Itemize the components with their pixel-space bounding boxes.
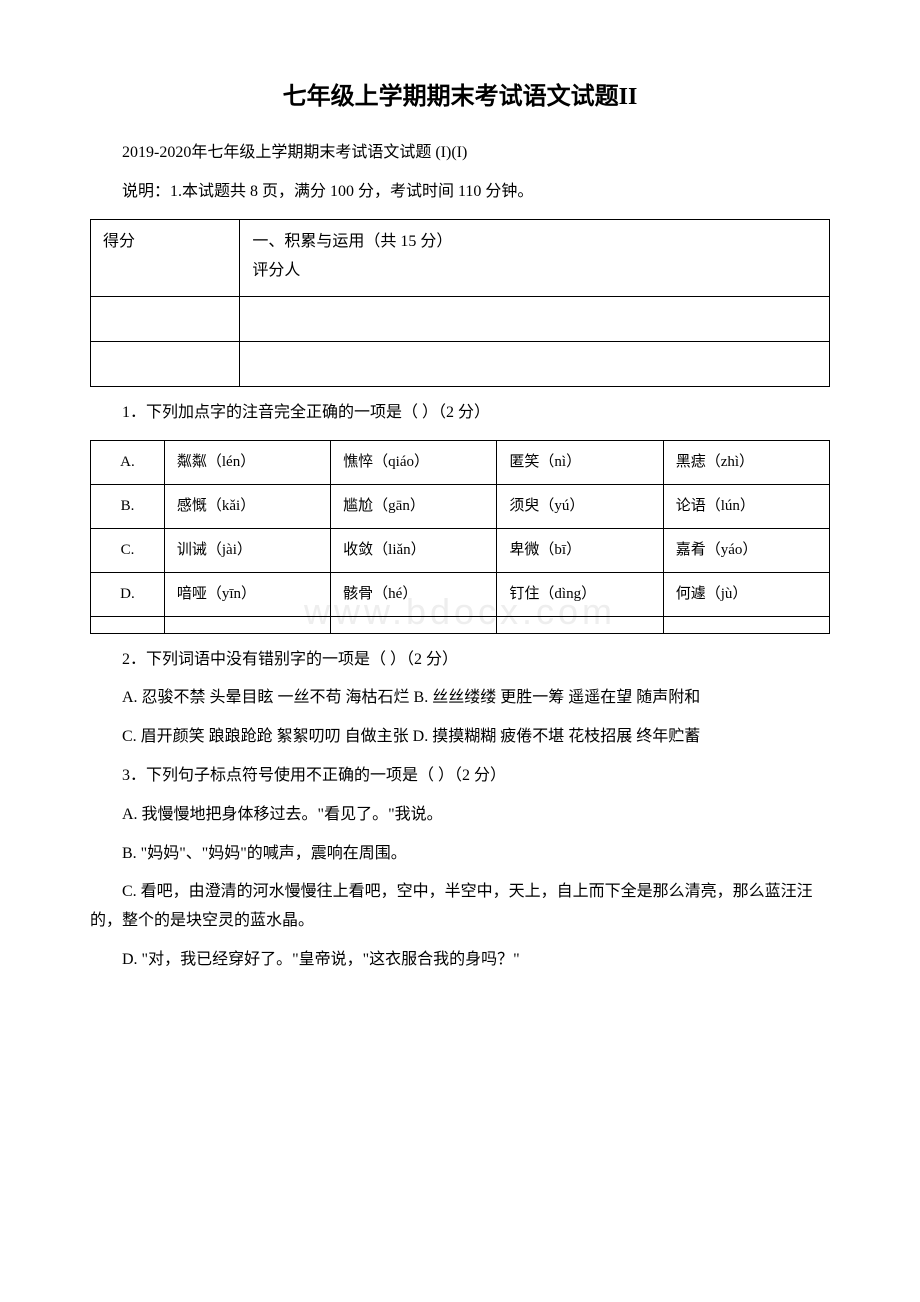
q3-option-b: B. "妈妈"、"妈妈"的喊声，震响在周围。: [90, 840, 830, 869]
option-cell: 论语（lún）: [663, 484, 829, 528]
score-blank-4: [240, 341, 830, 386]
table-row: A. 粼粼（lén） 憔悴（qiáo） 匿笑（nì） 黑痣（zhì）: [91, 440, 830, 484]
q2-prompt: 2．下列词语中没有错别字的一项是（ ）（2 分）: [90, 646, 830, 675]
option-cell: 憔悴（qiáo）: [331, 440, 497, 484]
q3-option-a: A. 我慢慢地把身体移过去。"看见了。"我说。: [90, 801, 830, 830]
score-table: 得分 一、积累与运用（共 15 分） 评分人: [90, 219, 830, 387]
score-blank-2: [240, 296, 830, 341]
section-label: 一、积累与运用（共 15 分） 评分人: [240, 219, 830, 296]
option-label: C.: [91, 528, 165, 572]
option-blank: [497, 616, 663, 633]
intro-line-1: 2019-2020年七年级上学期期末考试语文试题 (I)(I): [90, 139, 830, 168]
option-blank: [331, 616, 497, 633]
q3-option-d: D. "对，我已经穿好了。"皇帝说，"这衣服合我的身吗？": [90, 946, 830, 975]
q2-option-ab: A. 忍骏不禁 头晕目眩 一丝不苟 海枯石烂 B. 丝丝缕缕 更胜一筹 遥遥在望…: [90, 684, 830, 713]
option-blank: [91, 616, 165, 633]
option-cell: 何遽（jù）: [663, 572, 829, 616]
page-title: 七年级上学期期末考试语文试题II: [90, 76, 830, 119]
section-title: 一、积累与运用（共 15 分）: [252, 228, 817, 257]
option-cell: 尴尬（gān）: [331, 484, 497, 528]
option-cell: 卑微（bī）: [497, 528, 663, 572]
option-label: A.: [91, 440, 165, 484]
option-cell: 粼粼（lén）: [164, 440, 330, 484]
option-blank: [164, 616, 330, 633]
option-cell: 匿笑（nì）: [497, 440, 663, 484]
table-row: B. 感慨（kǎi） 尴尬（gān） 须臾（yú） 论语（lún）: [91, 484, 830, 528]
option-cell: 钉住（dìng）: [497, 572, 663, 616]
table-row: D. 喑哑（yīn） 骸骨（hé） 钉住（dìng） 何遽（jù）: [91, 572, 830, 616]
option-cell: 骸骨（hé）: [331, 572, 497, 616]
option-blank: [663, 616, 829, 633]
option-cell: 黑痣（zhì）: [663, 440, 829, 484]
option-label: B.: [91, 484, 165, 528]
option-cell: 训诫（jài）: [164, 528, 330, 572]
q3-option-c: C. 看吧，由澄清的河水慢慢往上看吧，空中，半空中，天上，自上而下全是那么清亮，…: [90, 878, 830, 936]
score-blank-3: [91, 341, 240, 386]
q2-option-cd: C. 眉开颜笑 踉踉跄跄 絮絮叨叨 自做主张 D. 摸摸糊糊 疲倦不堪 花枝招展…: [90, 723, 830, 752]
table-row: [91, 616, 830, 633]
option-cell: 收敛（liǎn）: [331, 528, 497, 572]
intro-line-2: 说明：1.本试题共 8 页，满分 100 分，考试时间 110 分钟。: [90, 178, 830, 207]
score-blank-1: [91, 296, 240, 341]
score-label: 得分: [91, 219, 240, 296]
option-cell: 感慨（kǎi）: [164, 484, 330, 528]
grader-label: 评分人: [252, 257, 817, 286]
table-row: C. 训诫（jài） 收敛（liǎn） 卑微（bī） 嘉肴（yáo）: [91, 528, 830, 572]
option-cell: 须臾（yú）: [497, 484, 663, 528]
q3-prompt: 3．下列句子标点符号使用不正确的一项是（ ）（2 分）: [90, 762, 830, 791]
option-cell: 嘉肴（yáo）: [663, 528, 829, 572]
q1-prompt: 1．下列加点字的注音完全正确的一项是（ ）（2 分）: [90, 399, 830, 428]
option-cell: 喑哑（yīn）: [164, 572, 330, 616]
q1-table: A. 粼粼（lén） 憔悴（qiáo） 匿笑（nì） 黑痣（zhì） B. 感慨…: [90, 440, 830, 634]
option-label: D.: [91, 572, 165, 616]
